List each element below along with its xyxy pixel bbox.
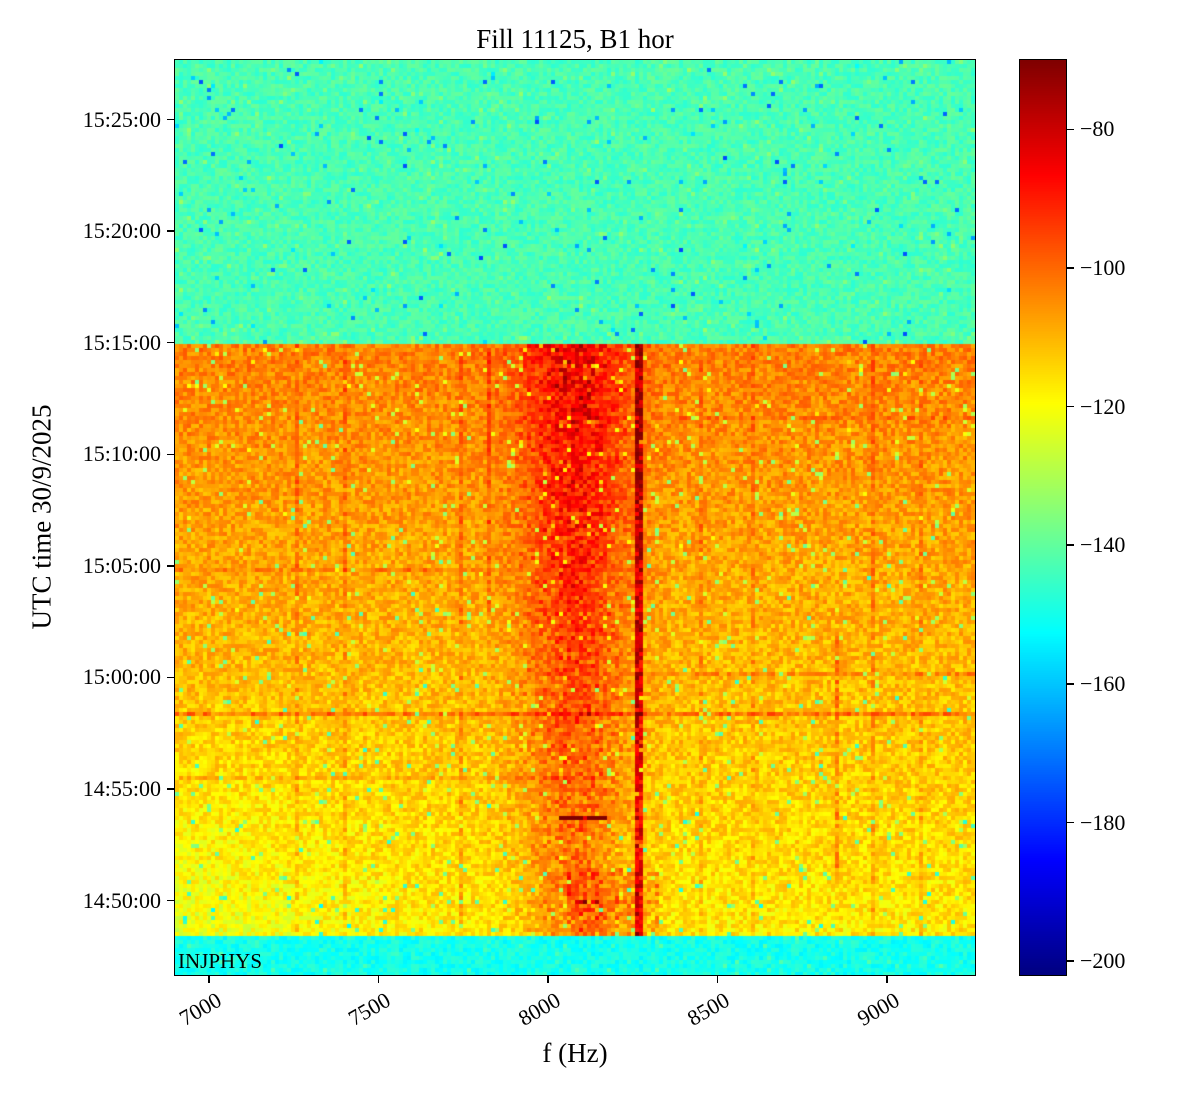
y-tick-label: 15:00:00 (82, 664, 161, 690)
x-tick-label: 8500 (683, 987, 734, 1031)
colorbar-tick-label: −120 (1080, 393, 1126, 419)
y-tick-mark (167, 788, 175, 790)
chart-title: Fill 11125, B1 hor (476, 24, 674, 54)
x-tick-mark (886, 975, 888, 983)
colorbar-tick-mark (1066, 960, 1074, 962)
colorbar-tick-mark (1066, 267, 1074, 269)
y-tick-mark (167, 676, 175, 679)
colorbar-tick-mark (1066, 405, 1074, 408)
colorbar (1019, 59, 1067, 976)
y-tick-mark (167, 230, 175, 232)
colorbar-gradient (1020, 60, 1066, 975)
x-tick-label: 7000 (174, 987, 226, 1031)
colorbar-tick-mark (1066, 821, 1074, 824)
x-tick-mark (547, 975, 549, 983)
x-tick-mark (377, 975, 380, 983)
y-axis-label: UTC time 30/9/2025 (26, 404, 57, 630)
y-tick-label: 15:05:00 (82, 552, 161, 578)
x-tick-mark (208, 975, 210, 983)
x-tick-mark (716, 975, 719, 983)
x-tick-label: 9000 (852, 987, 904, 1031)
colorbar-tick-label: −140 (1080, 532, 1126, 558)
colorbar-tick-label: −200 (1080, 948, 1126, 974)
colorbar-tick-label: −100 (1080, 254, 1126, 280)
y-tick-mark (167, 899, 175, 902)
y-tick-label: 15:25:00 (82, 106, 161, 132)
y-tick-mark (167, 565, 175, 567)
colorbar-tick-mark (1066, 128, 1074, 131)
y-tick-label: 14:50:00 (82, 887, 161, 913)
colorbar-tick-mark (1066, 683, 1074, 685)
spectrogram-canvas (175, 60, 975, 975)
y-tick-mark (167, 341, 175, 344)
colorbar-tick-label: −160 (1080, 670, 1126, 696)
x-tick-label: 7500 (344, 987, 395, 1031)
colorbar-tick-mark (1066, 544, 1074, 546)
y-tick-mark (167, 118, 175, 121)
injphys-annotation: INJPHYS (178, 949, 263, 973)
y-tick-label: 15:10:00 (82, 441, 161, 467)
x-tick-label: 8000 (513, 987, 565, 1031)
y-tick-label: 14:55:00 (82, 776, 161, 802)
y-tick-mark (167, 453, 175, 456)
x-axis-label: f (Hz) (542, 1038, 608, 1068)
colorbar-tick-label: −180 (1080, 809, 1126, 835)
colorbar-tick-label: −80 (1080, 116, 1115, 142)
y-tick-label: 15:15:00 (82, 329, 161, 355)
y-tick-label: 15:20:00 (82, 218, 161, 244)
plot-area: INJPHYS (174, 59, 976, 976)
